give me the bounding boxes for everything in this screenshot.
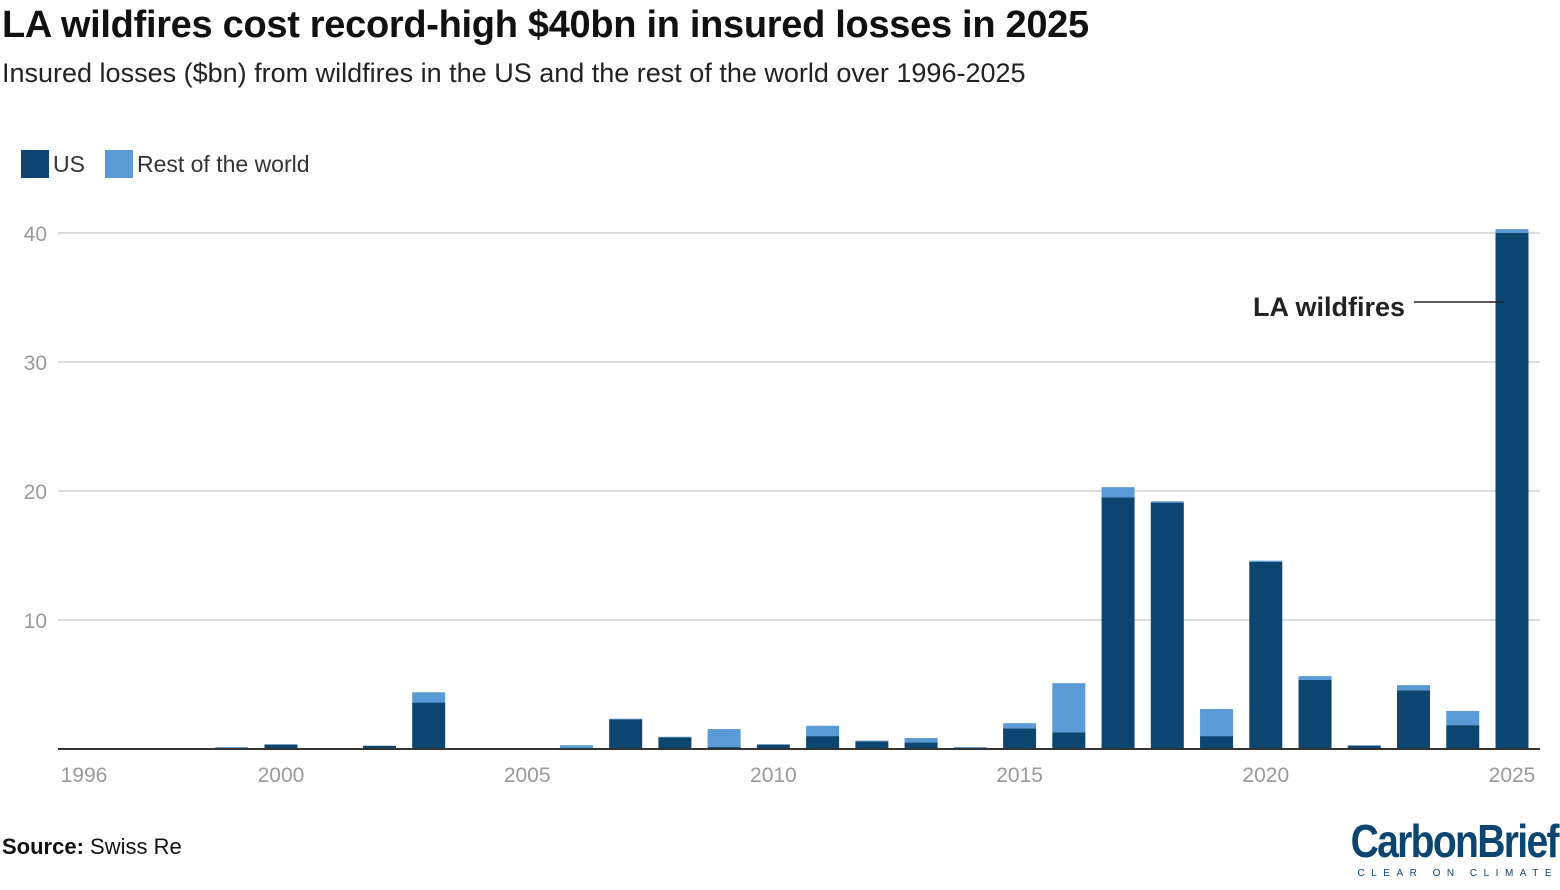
x-tick-label: 1996 (61, 764, 108, 787)
bar-us (412, 702, 446, 749)
bar-us (1397, 690, 1431, 749)
bar-rest-of-world (658, 736, 692, 738)
legend-item-rest-of-world: Rest of the world (104, 150, 310, 178)
legend-swatch-rest-of-world (104, 150, 133, 178)
source-value: Swiss Re (90, 834, 182, 859)
carbon-brief-logo: CarbonBrief CLEAR ON CLIMATE (1314, 815, 1560, 879)
bar-us (1003, 728, 1037, 749)
y-tick-label: 10 (24, 610, 47, 633)
bar-us (1347, 745, 1381, 749)
bar-rest-of-world (1397, 685, 1431, 691)
bar-rest-of-world (559, 745, 593, 749)
y-tick-label: 40 (24, 223, 47, 246)
x-tick-label: 2010 (750, 764, 797, 787)
logo-tagline: CLEAR ON CLIMATE (1357, 868, 1558, 879)
bar-rest-of-world (609, 718, 643, 720)
bar-us (1298, 679, 1332, 749)
chart-subtitle: Insured losses ($bn) from wildfires in t… (2, 58, 1026, 88)
bar-us (1446, 725, 1480, 749)
bar-rest-of-world (1347, 745, 1381, 746)
bar-us (904, 742, 938, 749)
bar-rest-of-world (1446, 710, 1480, 726)
y-tick-label: 30 (24, 352, 47, 375)
chart-title: LA wildfires cost record-high $40bn in i… (2, 4, 1089, 46)
legend: US Rest of the world (21, 150, 330, 178)
bar-rest-of-world (215, 747, 249, 749)
logo-name: CarbonBrief (1350, 815, 1560, 867)
bar-rest-of-world (1052, 683, 1086, 733)
legend-label-us: US (53, 150, 85, 177)
legend-swatch-us (21, 150, 49, 178)
bar-us (1200, 736, 1234, 749)
bar-rest-of-world (1101, 487, 1135, 498)
x-tick-label: 2020 (1242, 764, 1289, 787)
legend-label-rest-of-world: Rest of the world (136, 150, 310, 177)
source-note: Source: Swiss Re (2, 834, 182, 860)
bar-us (756, 744, 790, 749)
bar-rest-of-world (806, 725, 840, 737)
bar-rest-of-world (1150, 501, 1184, 503)
bar-rest-of-world (1200, 709, 1234, 737)
x-tick-label: 2000 (258, 764, 305, 787)
bar-us (1101, 497, 1135, 749)
bar-rest-of-world (1495, 229, 1529, 233)
x-tick-label: 2025 (1489, 764, 1536, 787)
bar-us (264, 744, 298, 749)
bar-rest-of-world (855, 740, 889, 742)
x-tick-label: 2015 (996, 764, 1043, 787)
bar-us (1150, 502, 1184, 749)
bar-us (1052, 732, 1086, 749)
y-tick-label: 20 (24, 481, 47, 504)
bar-rest-of-world (953, 747, 987, 748)
bar-us (806, 736, 840, 749)
bar-us (855, 741, 889, 749)
bar-us (362, 745, 396, 749)
source-label: Source: (2, 834, 84, 859)
legend-item-us: US (21, 150, 85, 178)
bar-us (1495, 233, 1529, 749)
bar-rest-of-world (1249, 560, 1283, 562)
bar-us (609, 719, 643, 749)
bar-rest-of-world (904, 738, 938, 743)
x-tick-label: 2005 (504, 764, 551, 787)
bar-rest-of-world (1298, 676, 1332, 680)
bar-us (658, 737, 692, 749)
bar-rest-of-world (1003, 723, 1037, 729)
bar-rest-of-world (412, 692, 446, 703)
bar-rest-of-world (707, 729, 741, 748)
annotation-label: LA wildfires (1253, 292, 1405, 322)
bar-us (1249, 561, 1283, 749)
